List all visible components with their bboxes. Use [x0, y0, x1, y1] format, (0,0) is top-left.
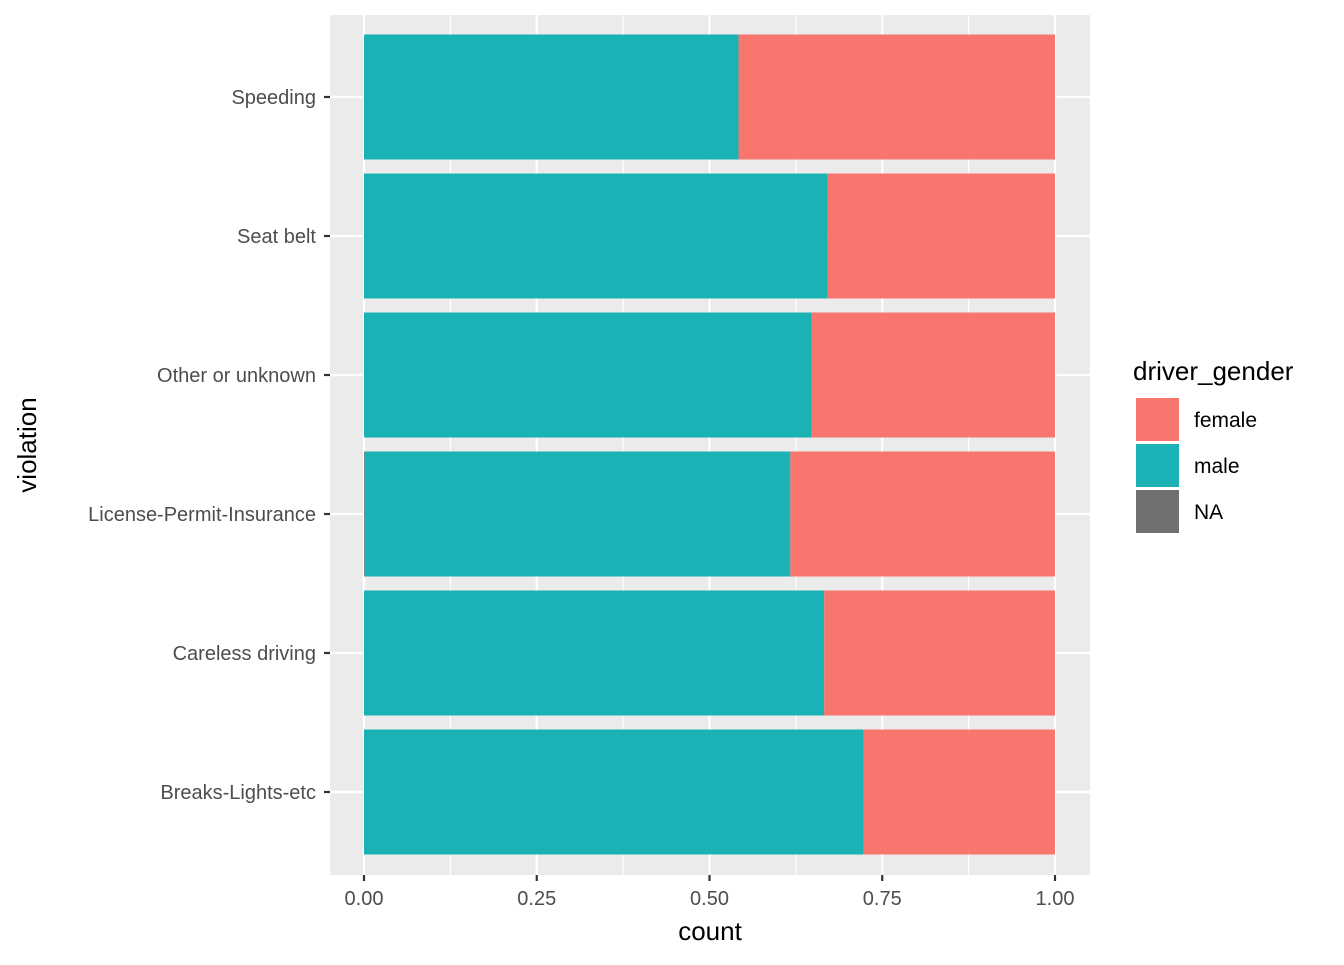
bar-male-seat-belt — [364, 173, 828, 299]
x-axis-title: count — [678, 916, 742, 946]
bar-female-breaks-lights-etc — [863, 729, 1055, 855]
y-axis-title: violation — [12, 397, 42, 492]
x-tick-label: 0.50 — [690, 888, 729, 910]
x-tick-label: 0.25 — [517, 888, 556, 910]
y-axis: Speeding Seat belt Other or unknown License… — [88, 87, 330, 804]
x-tick-label: 1.00 — [1036, 888, 1075, 910]
y-tick-label: Speeding — [231, 87, 316, 109]
bar-female-seat-belt — [827, 173, 1055, 299]
legend-key-female — [1136, 398, 1179, 441]
bar-female-careless-driving — [824, 590, 1055, 716]
bar-male-careless-driving — [364, 590, 825, 716]
legend-label-male: male — [1194, 455, 1240, 478]
legend-title: driver_gender — [1133, 356, 1294, 386]
bar-female-other-or-unknown — [811, 312, 1055, 438]
x-axis: 0.00 0.25 0.50 0.75 1.00 — [345, 875, 1075, 910]
legend: driver_gender female male NA — [1133, 356, 1294, 533]
bar-male-other-or-unknown — [364, 312, 812, 438]
y-tick-label: Other or unknown — [157, 365, 316, 387]
x-tick-label: 0.00 — [345, 888, 384, 910]
legend-key-na — [1136, 490, 1179, 533]
x-tick-label: 0.75 — [863, 888, 902, 910]
y-tick-label: Careless driving — [173, 643, 316, 665]
bar-female-speeding — [738, 34, 1055, 160]
y-tick-label: Seat belt — [237, 226, 316, 248]
legend-label-na: NA — [1194, 501, 1223, 524]
legend-key-male — [1136, 444, 1179, 487]
y-tick-label: Breaks-Lights-etc — [160, 782, 316, 804]
y-tick-label: License-Permit-Insurance — [88, 504, 316, 526]
bar-na-license-permit-insurance — [364, 451, 365, 577]
bars-group — [364, 34, 1055, 855]
bar-male-license-permit-insurance — [364, 451, 791, 577]
legend-label-female: female — [1194, 409, 1257, 432]
bar-male-speeding — [364, 34, 739, 160]
bar-female-license-permit-insurance — [790, 451, 1055, 577]
bar-male-breaks-lights-etc — [364, 729, 864, 855]
